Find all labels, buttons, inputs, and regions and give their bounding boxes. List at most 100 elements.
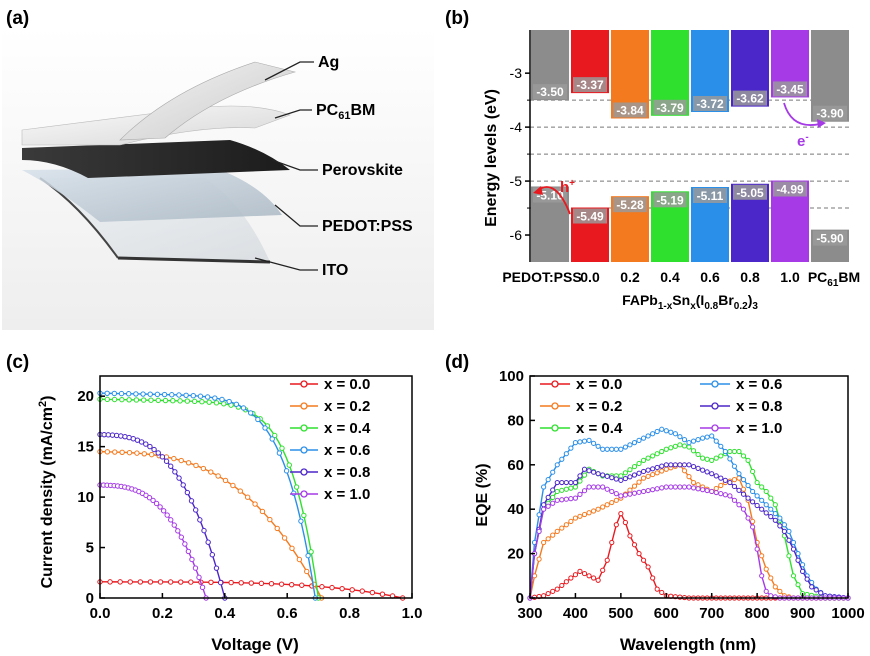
jv-point-0-56 — [379, 591, 386, 597]
eqe-point-1-53 — [768, 575, 774, 581]
jv-point-1-52 — [289, 545, 295, 552]
jv-point-2-18 — [162, 397, 169, 404]
leader-perovskite — [271, 159, 318, 171]
jv-point-2-32 — [213, 400, 220, 406]
jv-point-2-20 — [170, 397, 176, 404]
eqe-point-4-43 — [722, 477, 728, 483]
jv-point-4-40 — [180, 482, 186, 488]
eqe-point-3-22 — [627, 442, 633, 448]
eqe-point-1-9 — [568, 518, 574, 525]
eqe-point-4-24 — [636, 470, 642, 476]
jv-point-4-26 — [151, 446, 157, 453]
annotation-electron: e- — [797, 132, 809, 150]
jv-point-0-36 — [278, 581, 285, 587]
legend-d-label-4: x = 0.8 — [736, 398, 782, 415]
eqe-point-4-47 — [740, 491, 747, 497]
eqe-point-1-51 — [759, 553, 765, 559]
jv-point-4-10 — [118, 433, 124, 439]
legend-c-marker-3 — [300, 446, 308, 454]
eqe-point-0-29 — [659, 589, 665, 596]
eqe-point-3-38 — [700, 435, 706, 441]
eqe-point-4-38 — [700, 467, 706, 473]
eqe-point-0-15 — [595, 577, 601, 583]
eqe-point-4-48 — [745, 495, 751, 501]
eqe-point-0-20 — [618, 511, 624, 517]
eqe-point-2-41 — [713, 455, 719, 461]
jv-point-3-6 — [118, 390, 125, 397]
panel-d-xtick-label-1: 400 — [563, 605, 588, 622]
jv-point-5-46 — [178, 534, 185, 540]
eqe-point-4-25 — [640, 468, 647, 475]
eqe-point-2-30 — [663, 446, 669, 452]
eqe-point-4-64 — [818, 590, 824, 596]
jv-point-1-40 — [244, 494, 251, 500]
jv-point-4-28 — [155, 450, 161, 456]
eqe-point-5-31 — [668, 484, 674, 490]
jv-point-0-40 — [299, 582, 305, 588]
eqe-point-3-36 — [690, 438, 697, 444]
eqe-point-0-22 — [627, 533, 633, 539]
eqe-point-5-11 — [577, 491, 583, 497]
jv-point-2-26 — [191, 398, 198, 405]
eqe-point-1-35 — [686, 474, 692, 480]
eqe-point-1-42 — [718, 482, 724, 489]
eqe-point-3-48 — [745, 482, 751, 489]
jv-point-1-54 — [296, 556, 303, 563]
eqe-point-0-13 — [586, 573, 592, 579]
jv-point-3-12 — [140, 391, 146, 397]
jv-point-3-10 — [133, 391, 139, 397]
jv-point-1-30 — [208, 469, 214, 475]
homo-label-1: -5.49 — [576, 210, 604, 224]
eqe-point-2-35 — [686, 444, 692, 450]
jv-point-5-32 — [153, 500, 160, 507]
panel-d-ytick-label-0: 0 — [516, 590, 524, 607]
eqe-point-4-45 — [731, 483, 738, 490]
panel-d-xtick-label-5: 800 — [745, 605, 770, 622]
eqe-point-5-27 — [650, 487, 656, 493]
eqe-point-5-35 — [686, 484, 692, 490]
jv-point-1-46 — [267, 516, 273, 523]
eqe-point-5-25 — [640, 488, 647, 495]
eqe-point-3-51 — [759, 497, 765, 503]
legend-c-marker-2 — [300, 424, 308, 432]
leader-pedot — [274, 204, 318, 227]
eqe-point-4-5 — [550, 487, 556, 493]
eqe-point-4-63 — [813, 587, 819, 593]
eqe-point-4-7 — [559, 479, 565, 486]
jv-point-1-36 — [230, 482, 236, 489]
jv-point-3-58 — [305, 552, 311, 559]
eqe-point-2-40 — [709, 457, 715, 463]
jv-point-2-34 — [221, 401, 227, 407]
panel-c-xtick-label-3: 0.6 — [277, 605, 298, 622]
eqe-point-4-34 — [681, 462, 688, 468]
eqe-point-5-21 — [622, 492, 629, 498]
eqe-point-3-54 — [772, 511, 778, 517]
eqe-point-3-8 — [563, 451, 569, 457]
homo-label-2: -5.28 — [616, 198, 644, 212]
jv-point-1-32 — [215, 473, 221, 479]
eqe-point-3-26 — [645, 433, 651, 439]
eqe-point-1-16 — [600, 504, 606, 510]
eqe-point-1-45 — [731, 477, 738, 483]
eqe-point-5-18 — [609, 488, 615, 495]
eqe-point-2-32 — [672, 443, 678, 449]
eqe-point-1-55 — [777, 588, 783, 594]
jv-point-0-8 — [137, 579, 144, 585]
eqe-point-2-53 — [768, 495, 774, 501]
jv-line-2 — [99, 398, 320, 599]
eqe-point-2-6 — [554, 488, 560, 495]
legend-d-label-2: x = 0.4 — [576, 420, 623, 437]
eqe-point-1-4 — [545, 536, 551, 542]
legend-c-label-3: x = 0.6 — [324, 442, 370, 459]
lumo-label-bg-6 — [773, 81, 807, 97]
eqe-point-4-8 — [563, 479, 569, 486]
eqe-point-3-52 — [763, 502, 769, 508]
eqe-point-1-2 — [536, 556, 542, 562]
eqe-point-0-11 — [577, 568, 583, 574]
eqe-point-4-57 — [786, 537, 792, 543]
jv-point-3-8 — [126, 391, 132, 397]
eqe-point-0-6 — [554, 586, 560, 592]
panel-c-ytick-label-1: 5 — [86, 540, 94, 557]
eqe-point-1-30 — [663, 466, 669, 472]
jv-point-5-36 — [160, 508, 167, 514]
